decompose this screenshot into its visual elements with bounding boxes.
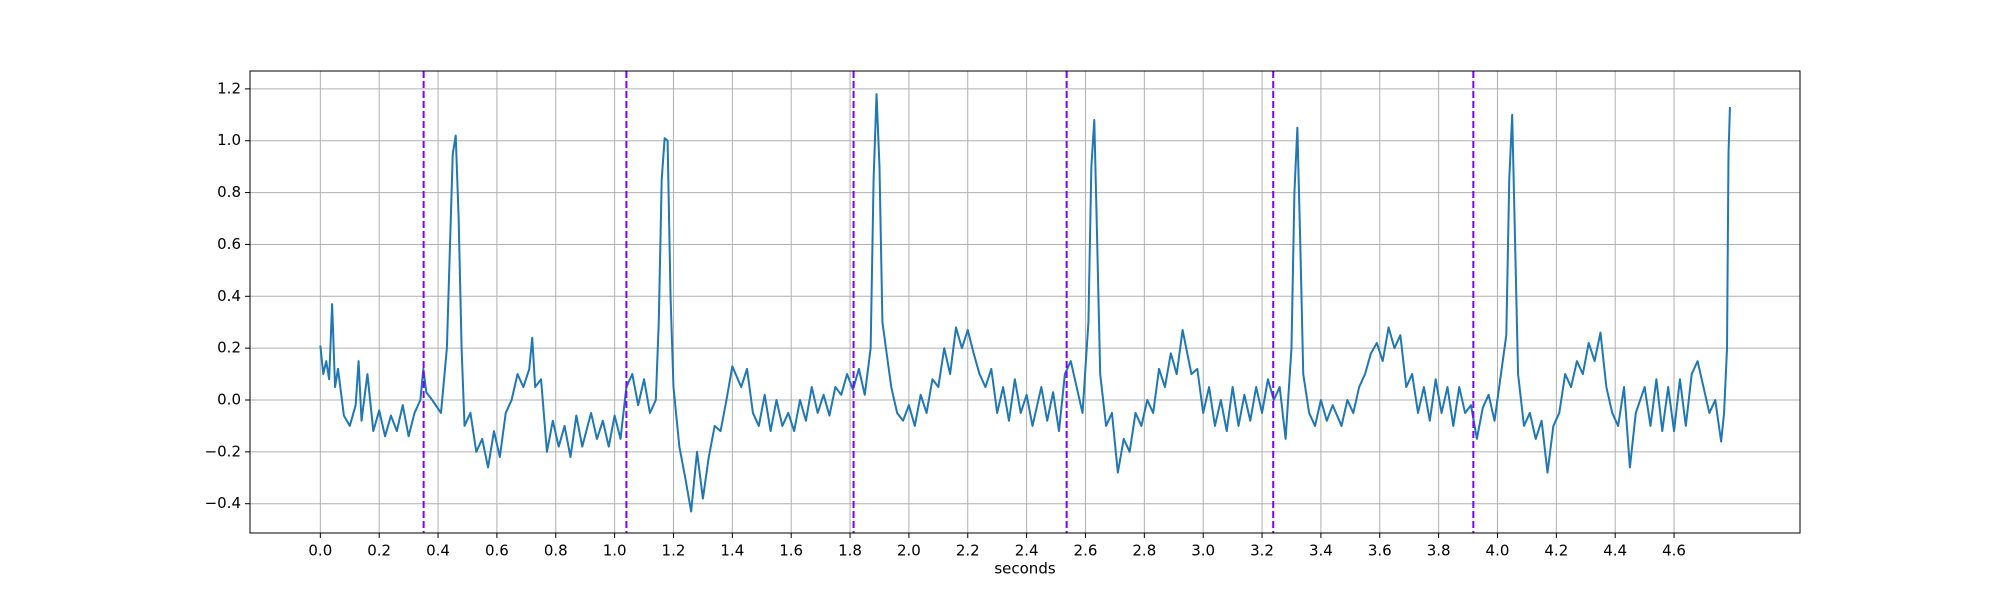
x-tick-label: 3.8	[1427, 542, 1451, 560]
x-tick-label: 1.6	[779, 542, 803, 560]
plot-frame	[249, 70, 1801, 534]
y-tick-label: 1.0	[217, 131, 241, 149]
x-axis-label: seconds	[994, 560, 1055, 578]
x-tick-label: 4.2	[1544, 542, 1568, 560]
x-tick-label: 2.6	[1074, 542, 1098, 560]
x-tick-label: 1.4	[720, 542, 744, 560]
y-tick-label: 1.2	[217, 79, 241, 97]
x-tick-label: 3.0	[1191, 542, 1215, 560]
y-tick-label: 0.8	[217, 183, 241, 201]
x-tick-label: 1.8	[838, 542, 862, 560]
x-tick-label: 4.0	[1486, 542, 1510, 560]
x-tick-label: 4.4	[1603, 542, 1627, 560]
x-tick-label: 0.6	[485, 542, 509, 560]
x-tick-label: 0.4	[426, 542, 450, 560]
x-tick-label: 3.2	[1250, 542, 1274, 560]
x-tick-label: 4.6	[1662, 542, 1686, 560]
x-tick-label: 2.4	[1015, 542, 1039, 560]
x-tick-label: 0.8	[544, 542, 568, 560]
x-tick-label: 2.8	[1132, 542, 1156, 560]
x-tick-label: 2.2	[956, 542, 980, 560]
y-tick-label: 0.6	[217, 235, 241, 253]
x-tick-label: 2.0	[897, 542, 921, 560]
x-tick-label: 0.2	[367, 542, 391, 560]
x-tick-label: 1.0	[603, 542, 627, 560]
ecg-line	[319, 93, 1731, 513]
y-tick-label: 0.0	[217, 391, 241, 409]
y-tick-label: 0.4	[217, 287, 241, 305]
x-tick-label: 3.4	[1309, 542, 1333, 560]
x-tick-label: 1.2	[662, 542, 686, 560]
y-tick-label: 0.2	[217, 339, 241, 357]
y-tick-label: −0.2	[205, 442, 241, 460]
x-tick-label: 3.6	[1368, 542, 1392, 560]
x-tick-label: 0.0	[308, 542, 332, 560]
y-tick-label: −0.4	[205, 494, 241, 512]
